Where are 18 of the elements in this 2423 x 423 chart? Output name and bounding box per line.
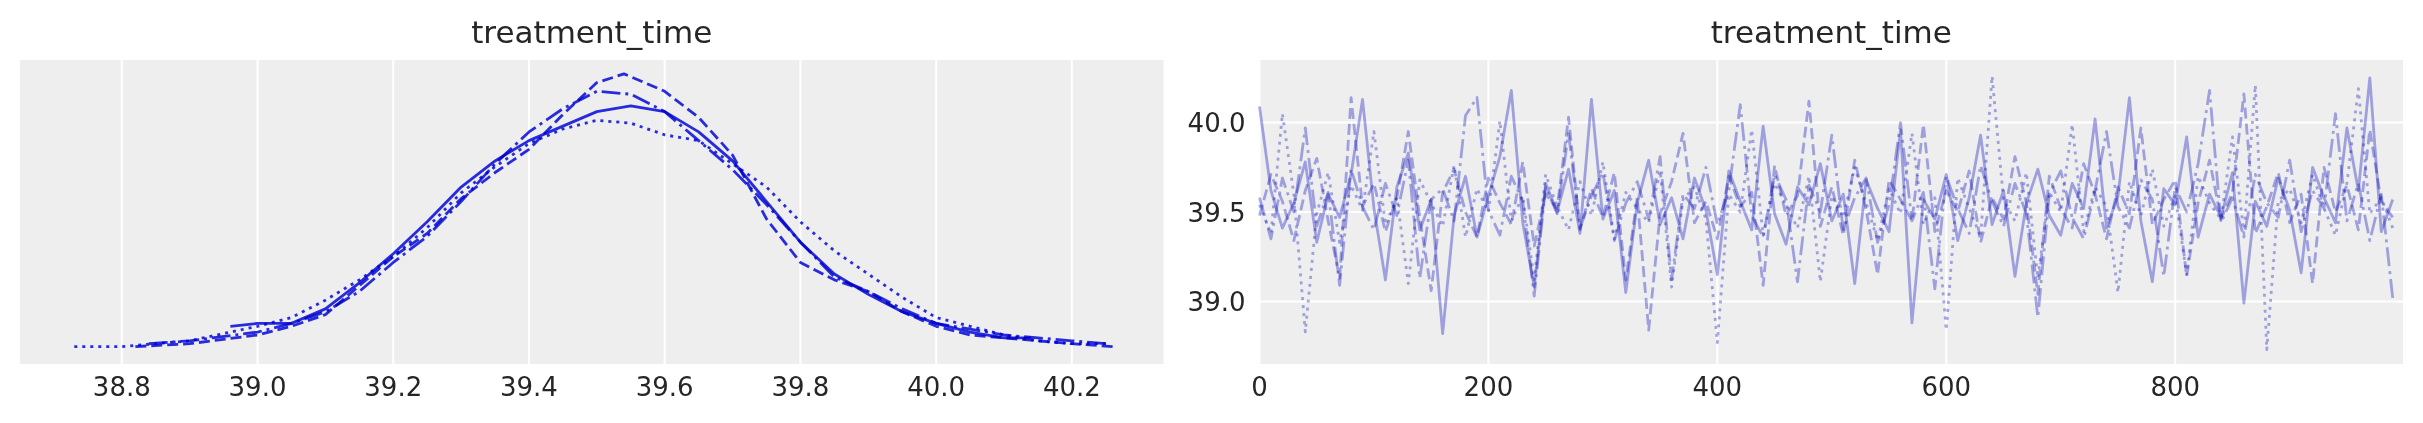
x-tick-label: 38.8: [92, 372, 151, 402]
x-tick-label: 39.4: [500, 372, 558, 402]
x-tick-label: 39.0: [228, 372, 287, 402]
x-tick-label: 200: [1463, 372, 1514, 402]
x-tick-label: 40.0: [907, 372, 966, 402]
x-tick-label: 39.2: [364, 372, 423, 402]
x-tick-label: 400: [1692, 372, 1743, 402]
chart-title: treatment_time: [471, 14, 713, 50]
y-tick-label: 40.0: [1187, 108, 1246, 139]
x-tick-label: 39.6: [635, 372, 694, 402]
x-tick-label: 600: [1921, 372, 1972, 402]
x-tick-label: 800: [2150, 372, 2201, 402]
x-tick-label: 39.8: [771, 372, 830, 402]
chart-title: treatment_time: [1710, 14, 1952, 50]
y-tick-label: 39.5: [1187, 197, 1246, 228]
x-tick-label: 0: [1251, 372, 1268, 402]
x-tick-label: 40.2: [1042, 372, 1101, 402]
y-tick-label: 39.0: [1187, 286, 1246, 317]
